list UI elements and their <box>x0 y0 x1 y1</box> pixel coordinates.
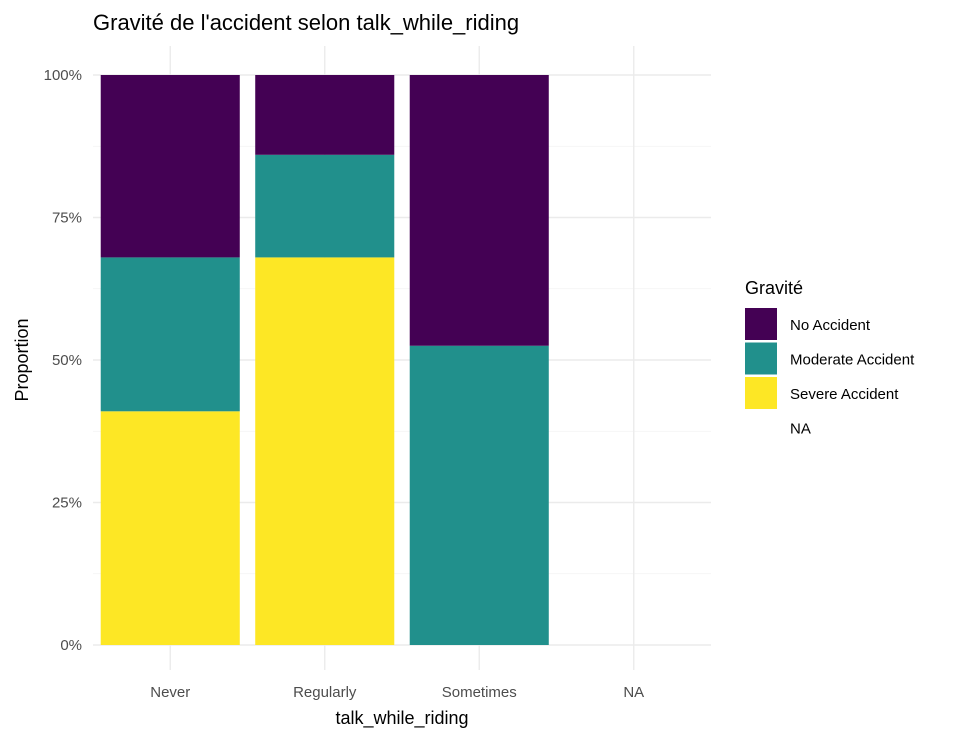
x-tick-label: Regularly <box>293 684 357 701</box>
x-axis-ticks: Never Regularly Sometimes NA <box>150 684 644 701</box>
legend: Gravité No Accident Moderate Accident Seve… <box>745 278 915 438</box>
x-axis-title: talk_while_riding <box>335 708 468 729</box>
bar-never-severe-accident <box>100 411 240 645</box>
bar-regularly-no-accident <box>255 75 395 155</box>
bar-regularly-moderate-accident <box>255 154 395 258</box>
legend-label: Moderate Accident <box>790 352 915 369</box>
y-axis-ticks: 0% 25% 50% 75% 100% <box>44 67 82 654</box>
legend-key <box>745 308 777 340</box>
y-tick-label: 25% <box>52 495 82 512</box>
legend-title: Gravité <box>745 278 803 298</box>
y-tick-label: 100% <box>44 67 82 84</box>
legend-key <box>745 342 777 375</box>
y-tick-label: 75% <box>52 210 82 227</box>
bar-never-no-accident <box>100 75 240 258</box>
legend-label: NA <box>790 421 811 438</box>
bar-sometimes-no-accident <box>409 75 549 346</box>
y-axis-title: Proportion <box>12 318 32 401</box>
legend-key <box>745 377 777 409</box>
x-tick-label: NA <box>623 684 644 701</box>
y-tick-label: 0% <box>60 637 82 654</box>
legend-label: Severe Accident <box>790 386 899 403</box>
x-tick-label: Sometimes <box>442 684 517 701</box>
bars <box>100 75 549 645</box>
legend-label: No Accident <box>790 317 871 334</box>
bar-sometimes-moderate-accident <box>409 345 549 645</box>
y-tick-label: 50% <box>52 352 82 369</box>
bar-regularly-severe-accident <box>255 257 395 645</box>
x-tick-label: Never <box>150 684 190 701</box>
bar-never-moderate-accident <box>100 257 240 412</box>
chart-title: Gravité de l'accident selon talk_while_r… <box>93 10 519 35</box>
